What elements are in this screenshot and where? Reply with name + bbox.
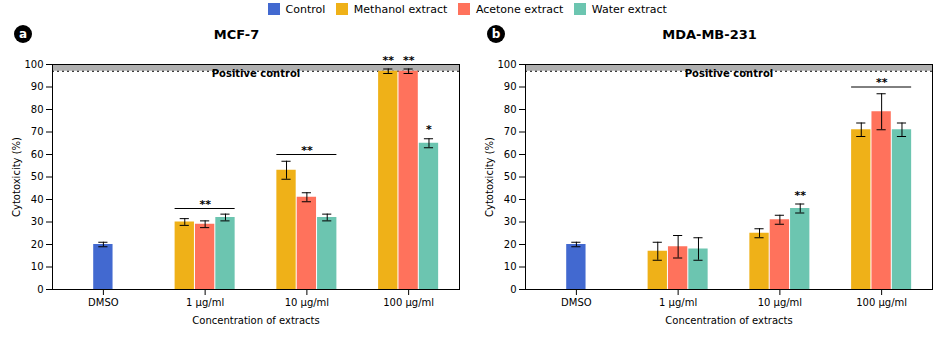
svg-text:100 μg/ml: 100 μg/ml <box>383 297 434 308</box>
svg-text:**: ** <box>794 189 806 202</box>
svg-text:50: 50 <box>504 171 517 182</box>
svg-text:10 μg/ml: 10 μg/ml <box>285 297 330 308</box>
svg-text:DMSO: DMSO <box>561 297 592 308</box>
svg-text:90: 90 <box>504 81 517 92</box>
svg-text:Positive control: Positive control <box>685 68 774 79</box>
svg-text:60: 60 <box>31 149 44 160</box>
svg-text:**: ** <box>876 76 888 89</box>
html-text:MDA-MB-231: MDA-MB-231 <box>662 26 757 42</box>
svg-text:**: ** <box>199 198 211 211</box>
svg-text:Cytotoxicity (%): Cytotoxicity (%) <box>11 137 22 217</box>
svg-text:0: 0 <box>510 284 516 295</box>
html-text:Water extract: Water extract <box>591 2 667 16</box>
svg-text:10 μg/ml: 10 μg/ml <box>758 297 803 308</box>
html-text:MCF-7: MCF-7 <box>213 26 260 42</box>
svg-text:40: 40 <box>504 194 517 205</box>
svg-text:Cytotoxicity (%): Cytotoxicity (%) <box>484 137 495 217</box>
svg-text:70: 70 <box>504 126 517 137</box>
svg-text:70: 70 <box>31 126 44 137</box>
svg-text:40: 40 <box>31 194 44 205</box>
svg-text:50: 50 <box>31 171 44 182</box>
svg-text:Concentration of extracts: Concentration of extracts <box>665 315 792 326</box>
svg-text:Positive control: Positive control <box>212 68 301 79</box>
svg-text:90: 90 <box>31 81 44 92</box>
svg-text:20: 20 <box>31 239 44 250</box>
svg-text:30: 30 <box>31 216 44 227</box>
svg-text:DMSO: DMSO <box>88 297 119 308</box>
svg-text:0: 0 <box>37 284 43 295</box>
html-text:a: a <box>18 27 27 41</box>
html-text:Acetone extract: Acetone extract <box>475 2 564 16</box>
svg-text:10: 10 <box>504 261 517 272</box>
svg-text:**: ** <box>301 144 313 157</box>
html-text:Methanol extract: Methanol extract <box>353 2 448 16</box>
svg-text:*: * <box>426 123 432 136</box>
svg-text:10: 10 <box>31 261 44 272</box>
svg-text:20: 20 <box>504 239 517 250</box>
svg-text:1 μg/ml: 1 μg/ml <box>186 297 224 308</box>
svg-text:100: 100 <box>497 59 516 70</box>
html-text:Control: Control <box>285 2 326 16</box>
svg-text:Concentration of extracts: Concentration of extracts <box>192 315 319 326</box>
svg-text:100: 100 <box>24 59 43 70</box>
html-text:b: b <box>491 27 501 41</box>
svg-text:60: 60 <box>504 149 517 160</box>
svg-text:80: 80 <box>504 104 517 115</box>
svg-text:100 μg/ml: 100 μg/ml <box>856 297 907 308</box>
svg-text:80: 80 <box>31 104 44 115</box>
svg-text:1 μg/ml: 1 μg/ml <box>659 297 697 308</box>
svg-text:30: 30 <box>504 216 517 227</box>
